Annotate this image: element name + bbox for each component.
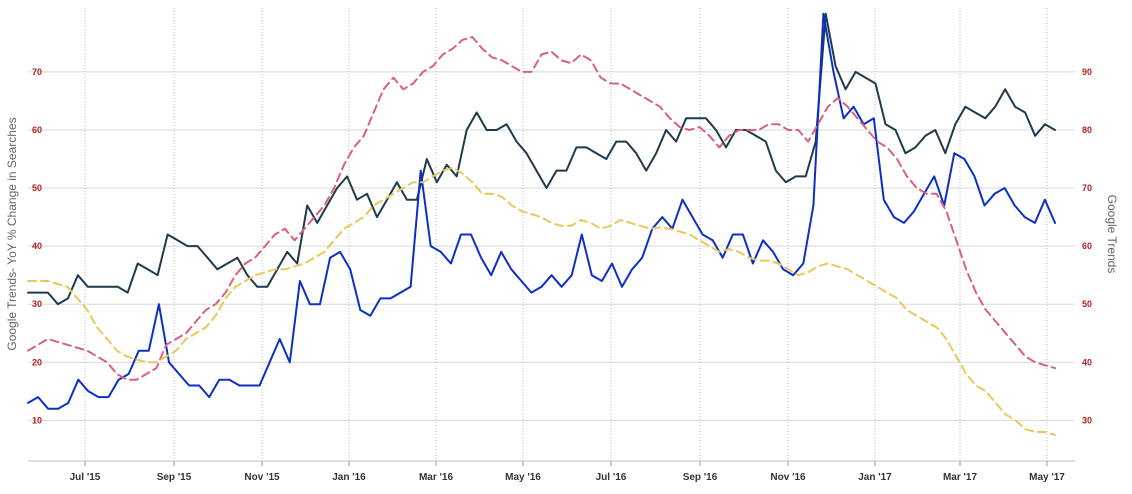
y-right-tick-label: 30 (1082, 415, 1092, 425)
y-left-tick-label: 60 (32, 125, 42, 135)
y-axis-right-title: Google Trends (1105, 195, 1119, 274)
y-left-tick-label: 30 (32, 299, 42, 309)
x-tick-label: Mar '16 (419, 472, 454, 483)
y-right-tick-label: 80 (1082, 125, 1092, 135)
series-line-4 (27, 166, 1056, 436)
y-left-tick-label: 10 (32, 415, 42, 425)
series-line-3 (27, 36, 1056, 381)
x-tick-label: Sep '15 (157, 472, 192, 483)
series-line-2 (27, 12, 1056, 410)
y-left-tick-label: 40 (32, 241, 42, 251)
x-tick-label: Nov '15 (244, 472, 280, 483)
series-layer (27, 12, 1056, 436)
tick-labels: Jul '15 Sep '15 Nov '15 Jan '16 Mar '16 May '… (32, 67, 1092, 483)
x-tick-label: Jan '16 (332, 472, 366, 483)
x-tick-label: Jan '17 (858, 472, 892, 483)
grid (28, 8, 1075, 466)
y-left-tick-label: 70 (32, 67, 42, 77)
x-tick-label: Nov '16 (770, 472, 806, 483)
y-right-tick-label: 60 (1082, 241, 1092, 251)
y-axis-left-title: Google Trends- YoY % Change in Searches (5, 117, 19, 350)
y-left-tick-label: 20 (32, 357, 42, 367)
x-tick-label: May '17 (1029, 472, 1065, 483)
y-left-tick-label: 50 (32, 183, 42, 193)
y-right-tick-label: 40 (1082, 357, 1092, 367)
series-line-1 (27, 12, 1056, 306)
x-tick-label: Jul '16 (596, 472, 627, 483)
x-tick-label: Mar '17 (943, 472, 978, 483)
x-tick-label: Jul '15 (70, 472, 101, 483)
y-right-tick-label: 50 (1082, 299, 1092, 309)
x-tick-label: May '16 (505, 472, 541, 483)
y-right-tick-label: 90 (1082, 67, 1092, 77)
x-tick-label: Sep '16 (683, 472, 718, 483)
y-right-tick-label: 70 (1082, 183, 1092, 193)
